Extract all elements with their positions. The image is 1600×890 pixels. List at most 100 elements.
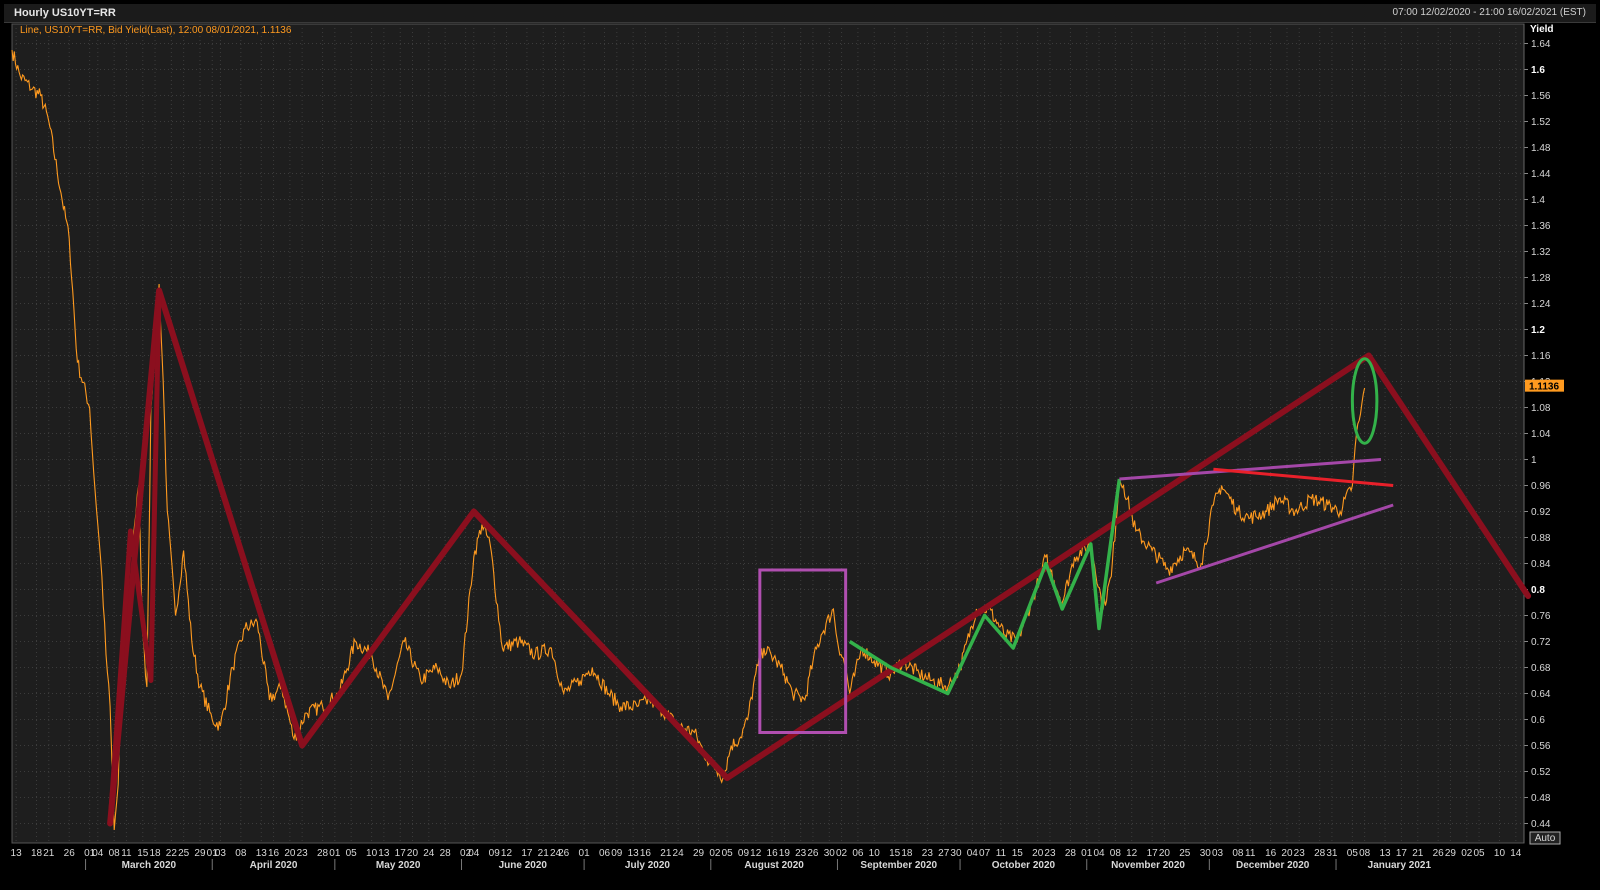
x-tick-label: 29	[1445, 848, 1457, 859]
x-tick-label: 05	[346, 848, 358, 859]
x-tick-label: 23	[795, 848, 807, 859]
y-tick-label: 1	[1531, 455, 1537, 466]
y-tick-label: 1.36	[1531, 221, 1551, 232]
x-tick-label: 21	[660, 848, 672, 859]
x-tick-label: 26	[1433, 848, 1445, 859]
x-tick-label: 26	[64, 848, 76, 859]
y-tick-label: 1.56	[1531, 91, 1551, 102]
x-tick-label: 10	[869, 848, 881, 859]
y-tick-label: 0.68	[1531, 663, 1551, 674]
x-tick-label: 15	[137, 848, 149, 859]
y-tick-label: 0.64	[1531, 689, 1551, 700]
x-tick-label: 17	[1147, 848, 1159, 859]
x-tick-label: 20	[1159, 848, 1171, 859]
month-label: May 2020	[376, 860, 421, 871]
last-value-badge: 1.1136	[1525, 379, 1564, 393]
x-tick-label: 08	[1110, 848, 1122, 859]
x-tick-label: 02	[709, 848, 721, 859]
x-tick-label: 24	[423, 848, 435, 859]
x-tick-label: 18	[149, 848, 161, 859]
y-tick-label: 1.2	[1531, 325, 1545, 336]
x-tick-label: 16	[1265, 848, 1277, 859]
x-tick-label: 11	[121, 848, 132, 859]
chart-title: Hourly US10YT=RR	[14, 7, 116, 19]
x-tick-label: 04	[1093, 848, 1105, 859]
x-tick-label: 09	[738, 848, 750, 859]
x-tick-label: 13	[378, 848, 390, 859]
month-label: November 2020	[1111, 860, 1185, 871]
x-tick-label: 04	[92, 848, 104, 859]
x-tick-label: 28	[1065, 848, 1077, 859]
highlight-ellipse	[1350, 357, 1379, 445]
x-tick-label: 09	[489, 848, 501, 859]
last-value-text: 1.1136	[1529, 382, 1559, 393]
x-tick-label: 10	[1494, 848, 1506, 859]
x-tick-label: 12	[750, 848, 762, 859]
x-tick-label: 21	[1412, 848, 1424, 859]
green-zigzag	[848, 478, 1122, 696]
x-tick-label: 23	[1294, 848, 1306, 859]
x-tick-label: 05	[1347, 848, 1359, 859]
month-label: October 2020	[992, 860, 1056, 871]
x-tick-label: 20	[1281, 848, 1293, 859]
x-tick-label: 17	[1396, 848, 1408, 859]
x-tick-label: 18	[901, 848, 913, 859]
y-tick-label: 0.72	[1531, 637, 1551, 648]
x-tick-label: 31	[1326, 848, 1338, 859]
x-tick-label: 01	[207, 848, 219, 859]
x-tick-label: 16	[268, 848, 280, 859]
x-tick-label: 03	[1212, 848, 1224, 859]
y-tick-label: 1.6	[1531, 65, 1545, 76]
x-tick-label: 01	[329, 848, 341, 859]
x-tick-label: 16	[640, 848, 652, 859]
x-tick-label: 29	[194, 848, 206, 859]
x-tick-label: 06	[599, 848, 611, 859]
x-tick-label: 12	[1126, 848, 1138, 859]
y-tick-label: 0.52	[1531, 767, 1551, 778]
x-tick-label: 30	[950, 848, 962, 859]
date-range-label[interactable]: 07:00 12/02/2020 - 21:00 16/02/2021 (EST…	[1392, 7, 1586, 18]
x-tick-label: 01	[1081, 848, 1093, 859]
y-tick-label: 1.48	[1531, 143, 1551, 154]
x-tick-label: 04	[967, 848, 979, 859]
x-tick-label: 16	[767, 848, 779, 859]
month-label: August 2020	[744, 860, 804, 871]
x-tick-label: 29	[693, 848, 705, 859]
x-tick-label: 20	[1032, 848, 1044, 859]
y-axis: 0.44 0.48 0.52 0.56 0.6 0.64 0.68 0.72 0.76 0.8 0.…	[12, 39, 1551, 830]
y-tick-label: 1.28	[1531, 273, 1551, 284]
yield-series-line	[11, 49, 1366, 831]
x-tick-label: 17	[395, 848, 407, 859]
x-tick-label: 03	[215, 848, 227, 859]
y-tick-label: 1.52	[1531, 117, 1551, 128]
x-tick-label: 08	[109, 848, 121, 859]
purple-upper-line	[1119, 458, 1382, 481]
x-tick-label: 20	[284, 848, 296, 859]
x-tick-label: 26	[807, 848, 819, 859]
x-tick-label: 21	[43, 848, 55, 859]
x-tick-label: 12	[501, 848, 513, 859]
auto-scale-button[interactable]: Auto	[1529, 831, 1561, 845]
x-tick-label: 13	[628, 848, 640, 859]
y-tick-label: 1.24	[1531, 299, 1551, 310]
x-tick-label: 20	[407, 848, 419, 859]
x-tick-label: 14	[1510, 848, 1522, 859]
y-tick-label: 0.84	[1531, 559, 1551, 570]
y-tick-label: 0.56	[1531, 741, 1551, 752]
x-tick-label: 02	[460, 848, 472, 859]
x-tick-label: 08	[1232, 848, 1244, 859]
x-tick-label: 15	[889, 848, 901, 859]
y-tick-label: 0.88	[1531, 533, 1551, 544]
y-axis-label: Yield	[1530, 24, 1554, 35]
x-tick-label: 09	[611, 848, 623, 859]
y-tick-label: 1.04	[1531, 429, 1551, 440]
x-tick-label: 26	[558, 848, 570, 859]
purple-lower-line	[1155, 503, 1394, 585]
x-tick-label: 13	[11, 848, 23, 859]
auto-button-label: Auto	[1535, 833, 1556, 844]
x-tick-label: 04	[468, 848, 480, 859]
month-label: July 2020	[625, 860, 670, 871]
x-tick-label: 15	[1012, 848, 1024, 859]
